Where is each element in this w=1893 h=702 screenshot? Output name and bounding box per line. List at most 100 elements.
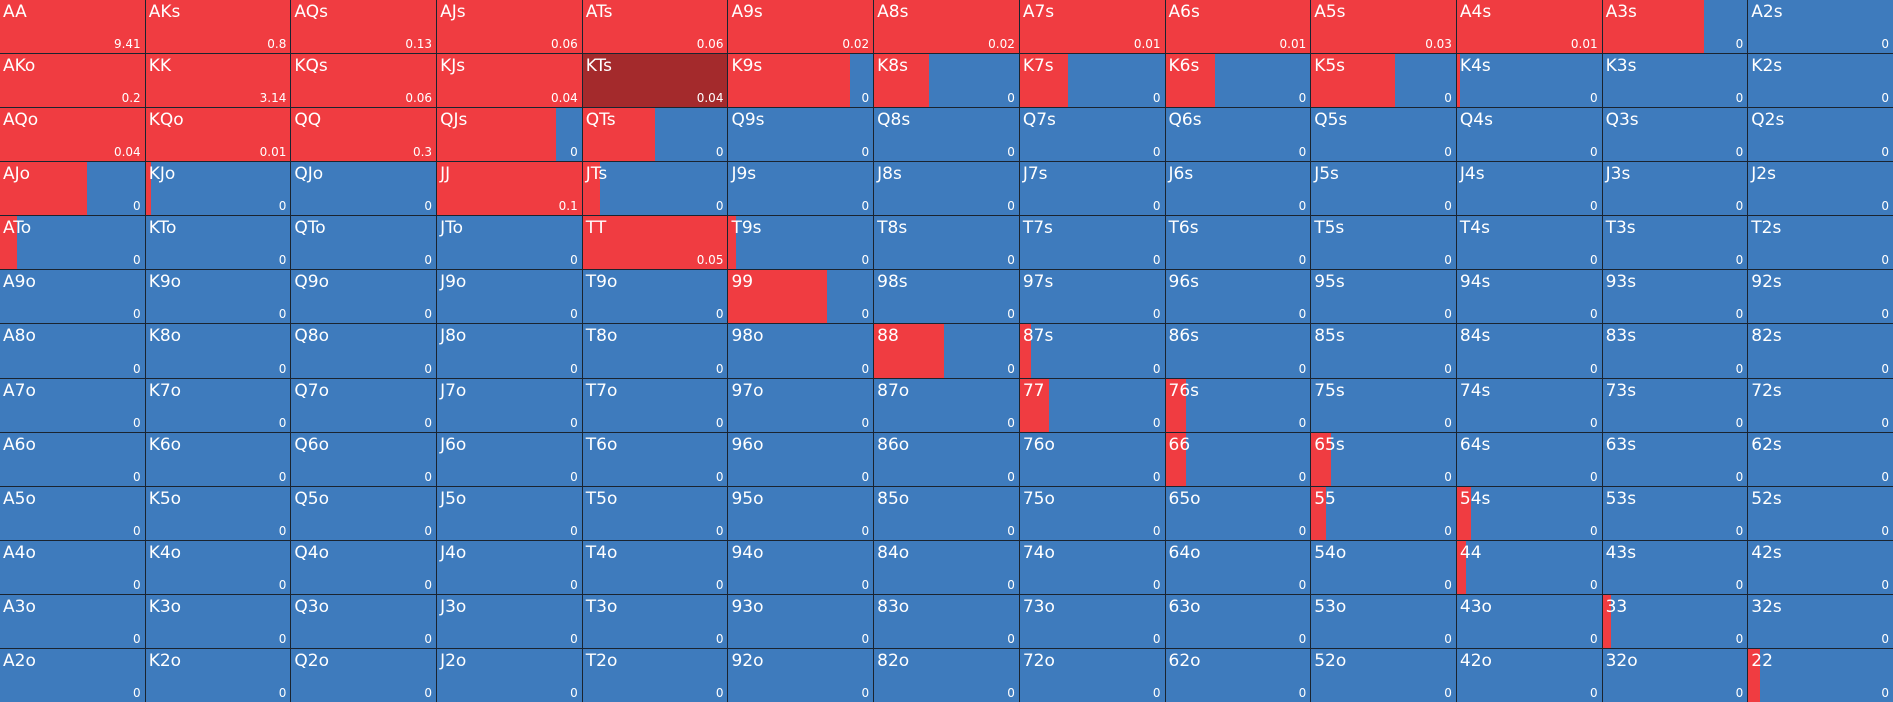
hand-cell[interactable]: KJo 0	[145, 162, 291, 216]
hand-cell[interactable]: 52o 0	[1311, 648, 1456, 702]
hand-cell[interactable]: A8s 0.02	[874, 0, 1019, 54]
hand-cell[interactable]: 84s 0	[1456, 324, 1602, 378]
hand-cell[interactable]: TT 0.05	[582, 216, 728, 270]
hand-cell[interactable]: J2o 0	[437, 648, 582, 702]
hand-cell[interactable]: 86s 0	[1165, 324, 1311, 378]
hand-cell[interactable]: KQs 0.06	[291, 54, 437, 108]
hand-cell[interactable]: 77 0	[1019, 378, 1165, 432]
hand-cell[interactable]: J8s 0	[874, 162, 1019, 216]
hand-cell[interactable]: T6s 0	[1165, 216, 1311, 270]
hand-cell[interactable]: 66 0	[1165, 432, 1311, 486]
hand-cell[interactable]: JTs 0	[582, 162, 728, 216]
hand-cell[interactable]: 87o 0	[874, 378, 1019, 432]
hand-cell[interactable]: 86o 0	[874, 432, 1019, 486]
hand-cell[interactable]: A2o 0	[0, 648, 145, 702]
hand-cell[interactable]: K7o 0	[145, 378, 291, 432]
hand-cell[interactable]: 88 0	[874, 324, 1019, 378]
hand-cell[interactable]: K6o 0	[145, 432, 291, 486]
hand-cell[interactable]: 99 0	[728, 270, 874, 324]
hand-cell[interactable]: T7s 0	[1019, 216, 1165, 270]
hand-cell[interactable]: Q7s 0	[1019, 108, 1165, 162]
hand-cell[interactable]: 64o 0	[1165, 540, 1311, 594]
hand-cell[interactable]: 53s 0	[1602, 486, 1748, 540]
hand-cell[interactable]: JTo 0	[437, 216, 582, 270]
hand-cell[interactable]: A5s 0.03	[1311, 0, 1456, 54]
hand-cell[interactable]: 32o 0	[1602, 648, 1748, 702]
hand-cell[interactable]: 43s 0	[1602, 540, 1748, 594]
hand-cell[interactable]: 73s 0	[1602, 378, 1748, 432]
hand-cell[interactable]: 72o 0	[1019, 648, 1165, 702]
hand-cell[interactable]: ATs 0.06	[582, 0, 728, 54]
hand-cell[interactable]: T3o 0	[582, 594, 728, 648]
hand-cell[interactable]: Q6o 0	[291, 432, 437, 486]
hand-cell[interactable]: 95s 0	[1311, 270, 1456, 324]
hand-cell[interactable]: 93o 0	[728, 594, 874, 648]
hand-cell[interactable]: 94s 0	[1456, 270, 1602, 324]
hand-cell[interactable]: AA 9.41	[0, 0, 145, 54]
hand-cell[interactable]: A5o 0	[0, 486, 145, 540]
hand-cell[interactable]: T9s 0	[728, 216, 874, 270]
hand-cell[interactable]: 65o 0	[1165, 486, 1311, 540]
hand-cell[interactable]: QTs 0	[582, 108, 728, 162]
hand-cell[interactable]: KQo 0.01	[145, 108, 291, 162]
hand-cell[interactable]: Q5s 0	[1311, 108, 1456, 162]
hand-cell[interactable]: 84o 0	[874, 540, 1019, 594]
hand-cell[interactable]: 54s 0	[1456, 486, 1602, 540]
hand-cell[interactable]: 73o 0	[1019, 594, 1165, 648]
hand-cell[interactable]: KTo 0	[145, 216, 291, 270]
hand-cell[interactable]: A9s 0.02	[728, 0, 874, 54]
hand-cell[interactable]: T2s 0	[1748, 216, 1893, 270]
hand-cell[interactable]: 22 0	[1748, 648, 1893, 702]
hand-cell[interactable]: J7s 0	[1019, 162, 1165, 216]
hand-cell[interactable]: K9o 0	[145, 270, 291, 324]
hand-cell[interactable]: KJs 0.04	[437, 54, 582, 108]
hand-cell[interactable]: T5s 0	[1311, 216, 1456, 270]
hand-cell[interactable]: 83s 0	[1602, 324, 1748, 378]
hand-cell[interactable]: T9o 0	[582, 270, 728, 324]
hand-cell[interactable]: 76s 0	[1165, 378, 1311, 432]
hand-cell[interactable]: Q2o 0	[291, 648, 437, 702]
hand-cell[interactable]: Q8s 0	[874, 108, 1019, 162]
hand-cell[interactable]: Q6s 0	[1165, 108, 1311, 162]
hand-cell[interactable]: K5o 0	[145, 486, 291, 540]
hand-cell[interactable]: Q3o 0	[291, 594, 437, 648]
hand-cell[interactable]: A6o 0	[0, 432, 145, 486]
hand-cell[interactable]: A4s 0.01	[1456, 0, 1602, 54]
hand-cell[interactable]: J9s 0	[728, 162, 874, 216]
hand-cell[interactable]: J8o 0	[437, 324, 582, 378]
hand-cell[interactable]: 94o 0	[728, 540, 874, 594]
hand-cell[interactable]: T6o 0	[582, 432, 728, 486]
hand-cell[interactable]: J7o 0	[437, 378, 582, 432]
hand-cell[interactable]: J4o 0	[437, 540, 582, 594]
hand-cell[interactable]: Q9o 0	[291, 270, 437, 324]
hand-cell[interactable]: Q8o 0	[291, 324, 437, 378]
hand-cell[interactable]: 74o 0	[1019, 540, 1165, 594]
hand-cell[interactable]: 83o 0	[874, 594, 1019, 648]
hand-cell[interactable]: 96s 0	[1165, 270, 1311, 324]
hand-cell[interactable]: 63o 0	[1165, 594, 1311, 648]
hand-cell[interactable]: 53o 0	[1311, 594, 1456, 648]
hand-cell[interactable]: 92s 0	[1748, 270, 1893, 324]
hand-cell[interactable]: 54o 0	[1311, 540, 1456, 594]
hand-cell[interactable]: Q5o 0	[291, 486, 437, 540]
hand-cell[interactable]: K4s 0	[1456, 54, 1602, 108]
hand-cell[interactable]: 97s 0	[1019, 270, 1165, 324]
hand-cell[interactable]: Q4o 0	[291, 540, 437, 594]
hand-cell[interactable]: A3s 0	[1602, 0, 1748, 54]
hand-cell[interactable]: 85o 0	[874, 486, 1019, 540]
hand-cell[interactable]: A7s 0.01	[1019, 0, 1165, 54]
hand-cell[interactable]: QJs 0	[437, 108, 582, 162]
hand-cell[interactable]: Q7o 0	[291, 378, 437, 432]
hand-cell[interactable]: QTo 0	[291, 216, 437, 270]
hand-cell[interactable]: J6o 0	[437, 432, 582, 486]
hand-cell[interactable]: 95o 0	[728, 486, 874, 540]
hand-cell[interactable]: K4o 0	[145, 540, 291, 594]
hand-cell[interactable]: 63s 0	[1602, 432, 1748, 486]
hand-cell[interactable]: 75s 0	[1311, 378, 1456, 432]
hand-cell[interactable]: Q4s 0	[1456, 108, 1602, 162]
hand-cell[interactable]: 43o 0	[1456, 594, 1602, 648]
hand-cell[interactable]: A2s 0	[1748, 0, 1893, 54]
hand-cell[interactable]: J3s 0	[1602, 162, 1748, 216]
hand-cell[interactable]: 52s 0	[1748, 486, 1893, 540]
hand-cell[interactable]: J2s 0	[1748, 162, 1893, 216]
